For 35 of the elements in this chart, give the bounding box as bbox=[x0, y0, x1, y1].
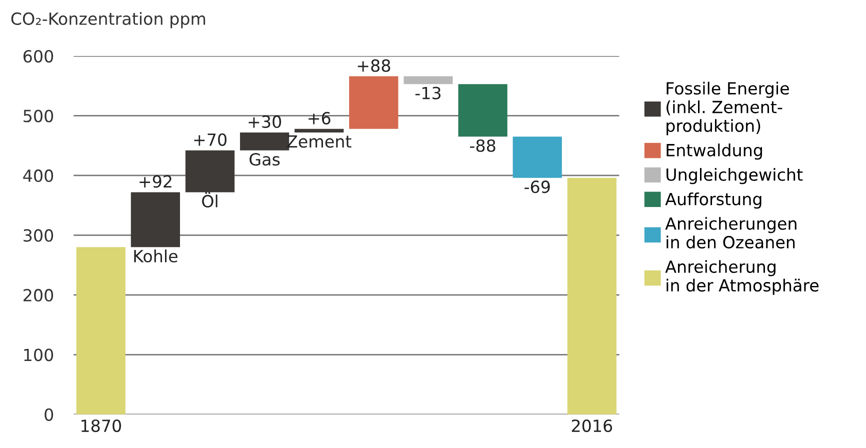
bar bbox=[567, 178, 616, 414]
y-tick-label: 0 bbox=[44, 408, 54, 421]
x-tick-label: 2016 bbox=[572, 419, 612, 432]
legend-label: Entwaldung bbox=[666, 144, 762, 160]
x-tick-label: 1870 bbox=[82, 419, 121, 432]
bar bbox=[130, 192, 180, 248]
bar bbox=[512, 136, 562, 178]
data-label: -88 bbox=[470, 139, 496, 152]
data-label: -13 bbox=[415, 86, 441, 100]
x-tick-label: Öl bbox=[202, 192, 218, 208]
y-tick-label: 200 bbox=[24, 288, 54, 302]
x-tick-label: Kohle bbox=[134, 250, 178, 262]
y-tick-label: 300 bbox=[24, 229, 54, 242]
legend-label: Anreicherungen in den Ozeanen bbox=[665, 216, 796, 249]
bar bbox=[349, 76, 398, 129]
bar bbox=[404, 76, 453, 84]
x-tick-label: Gas bbox=[250, 153, 280, 166]
bar bbox=[294, 128, 344, 132]
bar bbox=[76, 247, 126, 414]
data-label: +70 bbox=[194, 133, 226, 146]
bar bbox=[185, 150, 235, 192]
y-tick-label: 400 bbox=[23, 169, 54, 182]
data-label: +92 bbox=[140, 175, 172, 188]
y-axis-title: CO₂-Konzentration ppm bbox=[11, 12, 206, 28]
legend-label: Anreicherung in der Atmosphäre bbox=[665, 260, 819, 295]
bar bbox=[458, 84, 508, 137]
y-tick-label: 500 bbox=[24, 110, 54, 122]
y-tick-label: 600 bbox=[24, 50, 54, 63]
y-tick-label: 100 bbox=[24, 348, 54, 362]
legend-label: Ungleichgewicht bbox=[666, 168, 803, 184]
legend-label: Aufforstung bbox=[665, 192, 762, 209]
legend-label: Fossile Energie (inkl. Zement- produktion) bbox=[666, 82, 789, 136]
data-label: +30 bbox=[248, 115, 282, 128]
data-label: +88 bbox=[358, 59, 390, 72]
data-label: -69 bbox=[524, 180, 550, 194]
